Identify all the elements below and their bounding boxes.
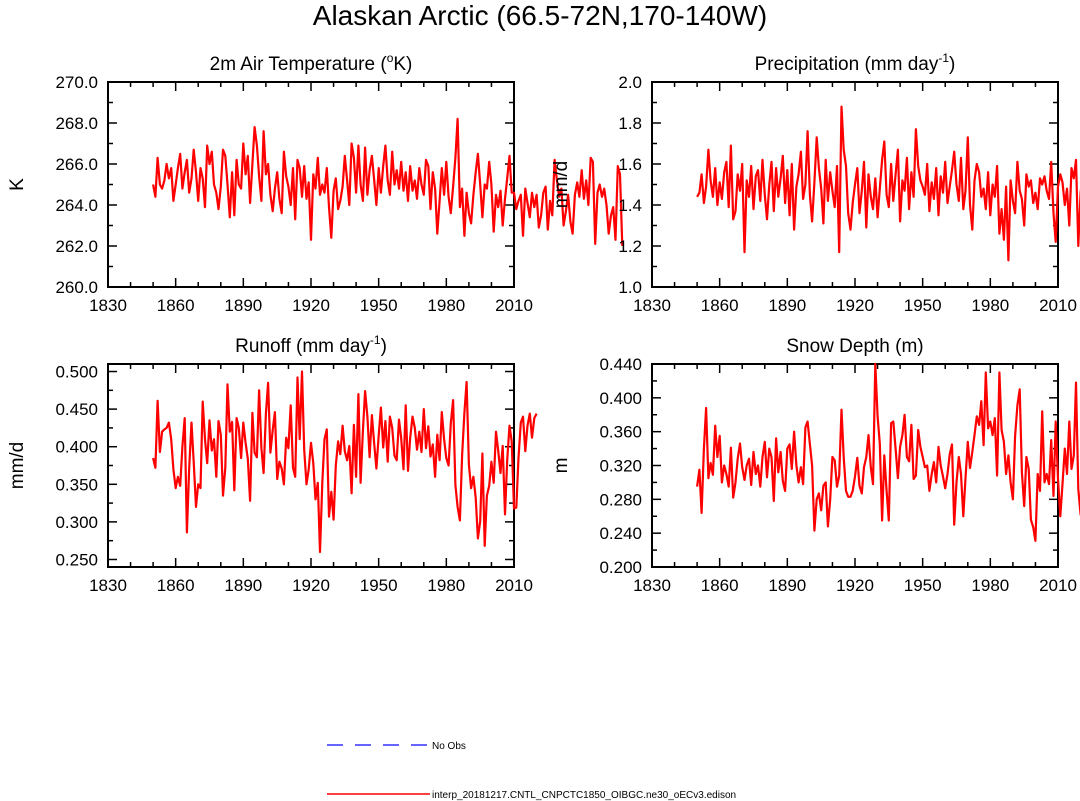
- x-tick-label: 1830: [633, 296, 671, 315]
- x-tick-label: 1830: [633, 576, 671, 595]
- x-tick-label: 1980: [427, 296, 465, 315]
- series-line-snow: [696, 362, 1080, 542]
- panel-precip: Precipitation (mm day-1) mm/d 1830 1860 1890…: [551, 51, 1080, 315]
- y-axis-label: m: [551, 458, 572, 474]
- x-tick-label: 2010: [495, 296, 533, 315]
- x-tick-label: 1830: [89, 296, 127, 315]
- x-tick-label: 2010: [495, 576, 533, 595]
- x-tick-label: 1920: [292, 576, 330, 595]
- x-tick-label: 1920: [836, 576, 874, 595]
- legend-obs-label: No Obs: [432, 741, 466, 752]
- y-tick-label: 0.250: [55, 550, 98, 569]
- y-tick-label: 264.0: [55, 196, 98, 215]
- panel-title: Runoff (mm day-1): [235, 333, 387, 357]
- series-line-precip: [696, 105, 1080, 262]
- y-tick-label: 0.400: [55, 438, 98, 457]
- y-tick-label: 262.0: [55, 237, 98, 256]
- panel-title: 2m Air Temperature (oK): [210, 51, 413, 75]
- y-tick-label: 0.360: [599, 423, 642, 442]
- figure-title: Alaskan Arctic (66.5-72N,170-140W): [312, 0, 768, 31]
- x-tick-label: 1980: [971, 576, 1009, 595]
- y-axis-label: mm/d: [7, 442, 28, 490]
- x-tick-label: 1920: [836, 296, 874, 315]
- x-tick-label: 1950: [360, 576, 398, 595]
- x-tick-label: 1950: [904, 576, 942, 595]
- plot-frame: [107, 363, 515, 568]
- x-tick-label: 1860: [701, 296, 739, 315]
- y-tick-label: 0.300: [55, 513, 98, 532]
- y-tick-label: 0.200: [599, 558, 642, 577]
- y-tick-label: 2.0: [618, 73, 642, 92]
- x-tick-label: 2010: [1039, 576, 1077, 595]
- series-line-temp: [152, 117, 624, 247]
- y-axis-label: mm/d: [551, 161, 572, 209]
- x-tick-label: 2010: [1039, 296, 1077, 315]
- y-tick-label: 0.350: [55, 475, 98, 494]
- y-axis-label: K: [7, 178, 28, 191]
- x-tick-label: 1920: [292, 296, 330, 315]
- y-tick-label: 0.450: [55, 400, 98, 419]
- y-tick-label: 260.0: [55, 278, 98, 297]
- y-tick-label: 1.2: [618, 237, 642, 256]
- x-tick-label: 1980: [971, 296, 1009, 315]
- y-tick-label: 0.320: [599, 457, 642, 476]
- y-tick-label: 270.0: [55, 73, 98, 92]
- x-tick-label: 1890: [768, 296, 806, 315]
- x-tick-label: 1950: [360, 296, 398, 315]
- y-tick-label: 1.6: [618, 155, 642, 174]
- panel-title: Snow Depth (m): [786, 336, 923, 357]
- y-tick-label: 0.440: [599, 355, 642, 374]
- panel-title: Precipitation (mm day-1): [755, 51, 956, 75]
- y-tick-label: 1.4: [618, 196, 642, 215]
- x-tick-label: 1860: [157, 296, 195, 315]
- y-tick-label: 0.500: [55, 363, 98, 382]
- x-tick-label: 1860: [157, 576, 195, 595]
- series-line-runoff: [152, 370, 538, 554]
- y-tick-label: 0.280: [599, 490, 642, 509]
- panel-temp: 2m Air Temperature (oK) K 1830 1860 1890 1920…: [7, 51, 624, 315]
- x-tick-label: 1860: [701, 576, 739, 595]
- x-tick-label: 1950: [904, 296, 942, 315]
- y-tick-label: 0.240: [599, 524, 642, 543]
- x-tick-label: 1890: [224, 576, 262, 595]
- legend-model-label: interp_20181217.CNTL_CNPCTC1850_OIBGC.ne…: [432, 790, 736, 801]
- y-tick-label: 266.0: [55, 155, 98, 174]
- y-tick-label: 1.8: [618, 114, 642, 133]
- panel-snow: Snow Depth (m) m 1830 1860 1890 1920 1950 1980 2…: [551, 336, 1080, 595]
- y-tick-label: 0.400: [599, 389, 642, 408]
- x-tick-label: 1890: [224, 296, 262, 315]
- legend: No Obs interp_20181217.CNTL_CNPCTC1850_OI…: [327, 741, 736, 801]
- x-tick-label: 1830: [89, 576, 127, 595]
- x-tick-label: 1980: [427, 576, 465, 595]
- x-tick-label: 1890: [768, 576, 806, 595]
- y-tick-label: 1.0: [618, 278, 642, 297]
- panel-runoff: Runoff (mm day-1) mm/d 1830 1860 1890 1920 195…: [7, 333, 538, 595]
- y-tick-label: 268.0: [55, 114, 98, 133]
